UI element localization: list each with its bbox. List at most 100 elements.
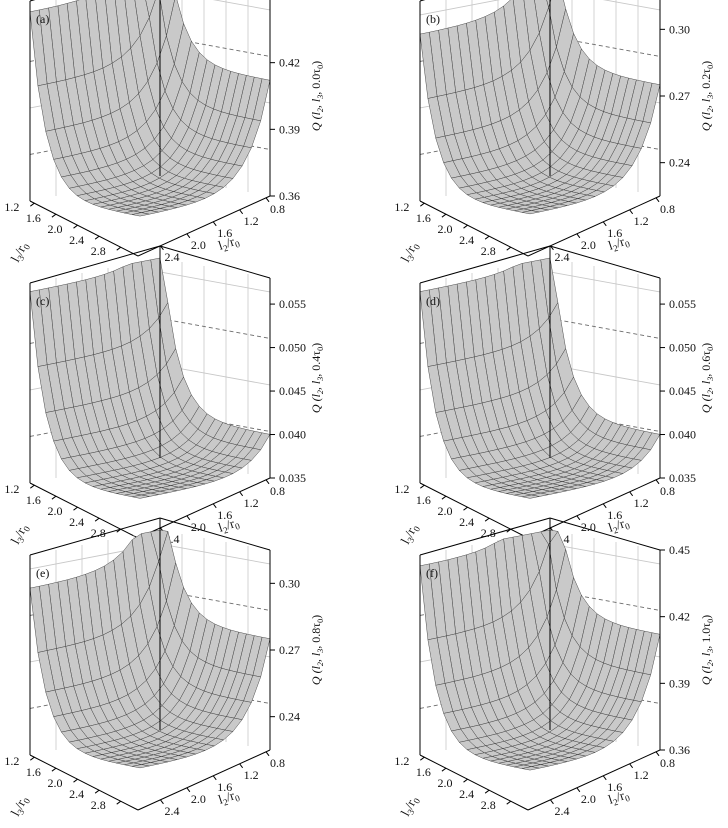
x-axis-line [137,749,271,811]
z-tick-label: 0.045 [279,384,306,398]
x-tick-label: 2.0 [581,238,596,252]
y-axis-line [29,482,139,539]
z-tick-label: 0.39 [669,676,690,690]
y-tick-mark [463,778,468,783]
y-tick-label: 2.8 [91,244,106,258]
x-tick-label: 1.2 [244,768,259,782]
chart-panel-b: 0.24 0.27 0.30 1.2 1.6 2.0 2.4 2.8 0.8 1.2 1.6 2.0 2… [394,0,715,266]
z-tick-label: 0.42 [279,56,300,70]
y-tick-label: 1.6 [416,211,431,225]
x-axis-label: l2/r0 [606,514,631,537]
y-tick-label: 2.8 [91,526,106,540]
surface-patch [132,764,150,769]
y-tick-mark [116,800,122,805]
x-tick-mark [602,503,607,509]
x-tick-mark [239,209,244,215]
y-tick-mark [116,246,122,251]
chart-panel-e: 0.24 0.27 0.30 1.2 1.6 2.0 2.4 2.8 0.8 1.2 1.6 2.0 2… [4,517,325,820]
y-tick-mark [73,224,78,229]
x-tick-label: 2.0 [581,792,596,806]
panel-label: (a) [36,12,49,26]
x-tick-mark [239,763,244,769]
y-tick-label: 2.4 [69,233,84,247]
y-tick-mark [94,789,100,794]
x-tick-label: 2.0 [581,520,596,534]
y-tick-label: 2.0 [438,504,453,518]
y-tick-label: 2.0 [48,504,63,518]
y-tick-label: 2.8 [481,526,496,540]
surface-mesh [419,529,661,771]
x-axis-label: l2/r0 [216,786,241,809]
y-tick-mark [484,517,490,522]
y-tick-label: 2.4 [69,787,84,801]
z-tick-label: 0.27 [669,89,690,103]
axis-box [29,245,271,539]
x-tick-label: 1.6 [217,780,232,794]
y-axis-label: l3/r0 [7,793,32,820]
y-axis-label: l3/r0 [397,239,422,266]
x-tick-label: 0.8 [270,756,285,770]
z-axis-label: Q (l2, l3, 1.0τ0) [699,615,715,685]
y-axis-label: l3/r0 [397,521,422,548]
y-tick-mark [484,235,490,240]
surface-mesh [29,529,271,769]
surface-mesh [29,0,271,217]
y-tick-label: 2.0 [48,222,63,236]
x-tick-mark [265,751,270,757]
z-axis-label: Q (l2, l3, 0.8τ0) [309,615,325,685]
y-axis-line [29,200,139,257]
y-tick-mark [484,789,490,794]
y-axis-line [419,754,529,811]
x-axis-label: l2/r0 [606,786,631,809]
surface-mesh [29,257,271,499]
x-tick-mark [602,221,607,227]
z-tick-label: 0.36 [669,743,690,757]
x-tick-mark [602,775,607,781]
x-tick-mark [655,751,660,757]
y-tick-label: 2.0 [438,776,453,790]
z-tick-label: 0.42 [669,610,690,624]
y-tick-label: 2.0 [438,222,453,236]
box-edge [159,517,271,551]
y-tick-mark [30,202,35,207]
z-tick-label: 0.27 [279,643,300,657]
y-tick-mark [73,778,78,783]
x-tick-mark [160,799,164,805]
surface-mesh [419,0,661,215]
z-tick-label: 0.30 [669,22,690,36]
z-tick-label: 0.035 [279,471,306,485]
x-tick-mark [655,197,660,203]
y-tick-label: 2.4 [459,515,474,529]
x-tick-label: 1.6 [607,508,622,522]
x-tick-mark [629,491,634,497]
y-tick-label: 1.2 [394,200,409,214]
y-tick-label: 2.0 [48,776,63,790]
z-tick-label: 0.055 [669,297,696,311]
x-tick-mark [239,491,244,497]
surface-mesh [419,257,661,499]
z-tick-label: 0.45 [279,0,300,3]
z-tick-label: 0.39 [279,122,300,136]
x-tick-mark [186,515,191,521]
box-edge [29,517,161,556]
panel-label: (d) [426,294,440,308]
y-tick-mark [463,224,468,229]
box-edge [159,245,271,279]
x-tick-mark [655,479,660,485]
y-tick-label: 1.2 [4,754,19,768]
box-edge [29,245,161,284]
x-axis-line [527,749,661,811]
y-tick-mark [441,213,447,218]
y-tick-mark [506,800,512,805]
y-tick-mark [420,484,425,489]
z-tick-label: 0.24 [669,156,690,170]
x-tick-label: 1.6 [217,226,232,240]
y-tick-label: 1.6 [26,765,41,779]
y-tick-mark [51,495,57,500]
x-tick-label: 2.0 [191,238,206,252]
chart-panel-c: 0.035 0.040 0.045 0.050 0.055 1.2 1.6 2.0 2.4 2.8… [4,245,325,546]
z-tick-label: 0.045 [669,384,696,398]
y-tick-mark [420,202,425,207]
x-tick-mark [550,799,554,805]
z-tick-label: 0.45 [669,543,690,557]
